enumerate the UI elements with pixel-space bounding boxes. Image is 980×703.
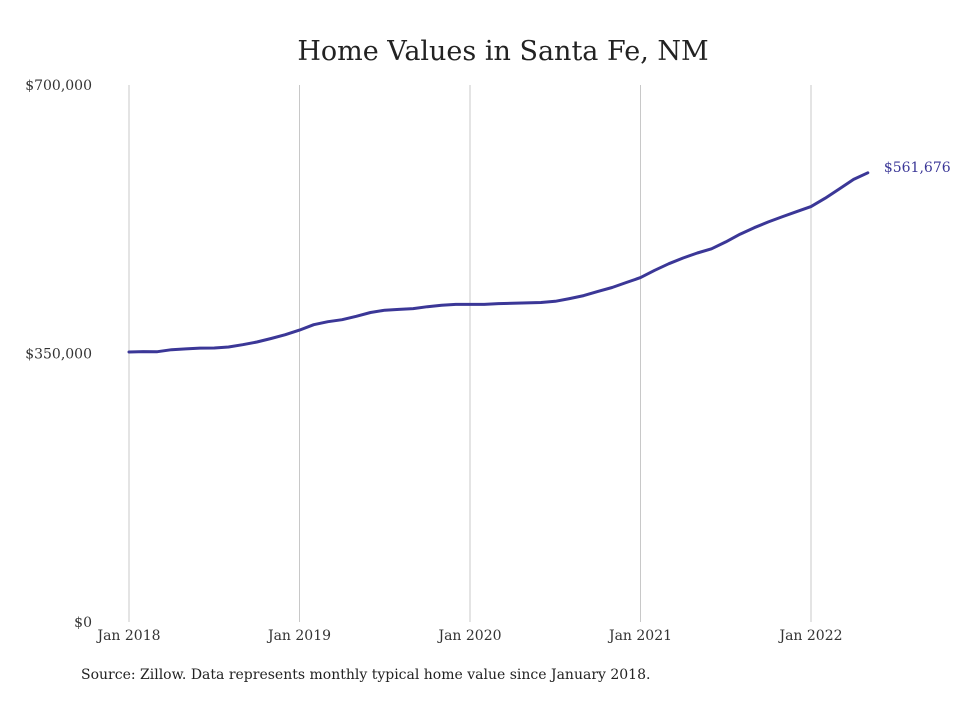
grid-layer [128, 85, 812, 622]
x-tick-label: Jan 2018 [95, 628, 160, 644]
x-tick-label: Jan 2022 [777, 628, 842, 644]
series-line [127, 171, 870, 354]
chart-title: Home Values in Santa Fe, NM [297, 36, 708, 67]
source-note: Source: Zillow. Data represents monthly … [81, 667, 651, 683]
end-value-label: $561,676 [884, 160, 951, 176]
y-tick-label: $350,000 [25, 347, 92, 363]
x-tick-label: Jan 2021 [607, 628, 672, 644]
x-tick-label: Jan 2020 [436, 628, 501, 644]
tick-layer: Jan 2018 Jan 2019 Jan 2020 Jan 2021 Jan 2022… [25, 78, 842, 644]
series-layer: $561,676 [127, 160, 951, 354]
y-tick-label: $0 [74, 615, 92, 631]
y-tick-label: $700,000 [25, 78, 92, 94]
x-tick-label: Jan 2019 [266, 628, 331, 644]
